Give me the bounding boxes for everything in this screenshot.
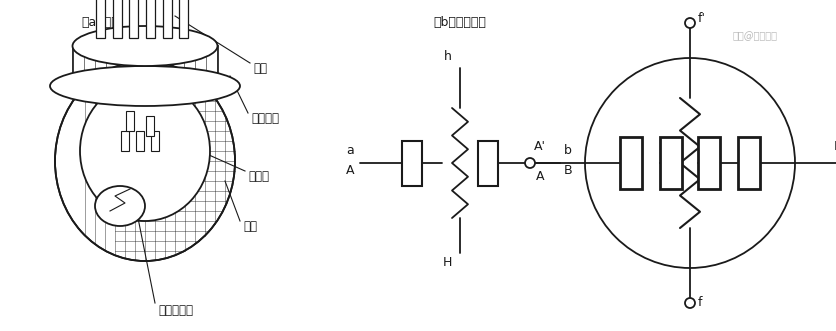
Bar [738,137,760,189]
Bar [660,137,682,189]
Circle shape [685,18,695,28]
Circle shape [525,158,535,168]
Ellipse shape [80,81,210,221]
Text: 头条@维修人家: 头条@维修人家 [732,31,777,41]
Text: 网罩: 网罩 [243,219,257,232]
Text: 加热器: 加热器 [248,169,269,182]
Bar [121,131,129,151]
Text: （a）构成: （a）构成 [81,17,119,29]
Text: f: f [698,297,702,309]
Text: b: b [564,144,572,157]
Circle shape [585,58,795,268]
Text: B': B' [834,140,836,154]
Bar [146,116,154,136]
Bar [698,137,720,189]
Bar [620,137,642,189]
Bar [145,0,155,38]
Text: 气敏电阻体: 气敏电阻体 [158,305,193,317]
Ellipse shape [50,66,240,106]
Text: f': f' [698,12,706,24]
Bar [478,140,498,185]
Bar [179,0,187,38]
Text: 塑料底座: 塑料底座 [251,112,279,124]
Text: h: h [444,51,452,64]
Text: 引线: 引线 [253,62,267,74]
Bar [113,0,121,38]
Bar [136,131,144,151]
Ellipse shape [73,26,217,66]
Text: a: a [346,144,354,157]
Text: B: B [563,164,573,176]
Text: A: A [346,164,354,176]
Bar [126,111,134,131]
Ellipse shape [55,61,235,261]
Text: （b）电路符号: （b）电路符号 [434,17,487,29]
Bar [129,0,137,38]
Text: A': A' [534,140,546,154]
Circle shape [685,298,695,308]
Bar [95,0,104,38]
Ellipse shape [95,186,145,226]
Text: A: A [536,170,544,183]
Bar [162,0,171,38]
Bar [402,140,422,185]
Bar [151,131,159,151]
Text: H: H [442,257,452,269]
Bar [73,46,217,86]
